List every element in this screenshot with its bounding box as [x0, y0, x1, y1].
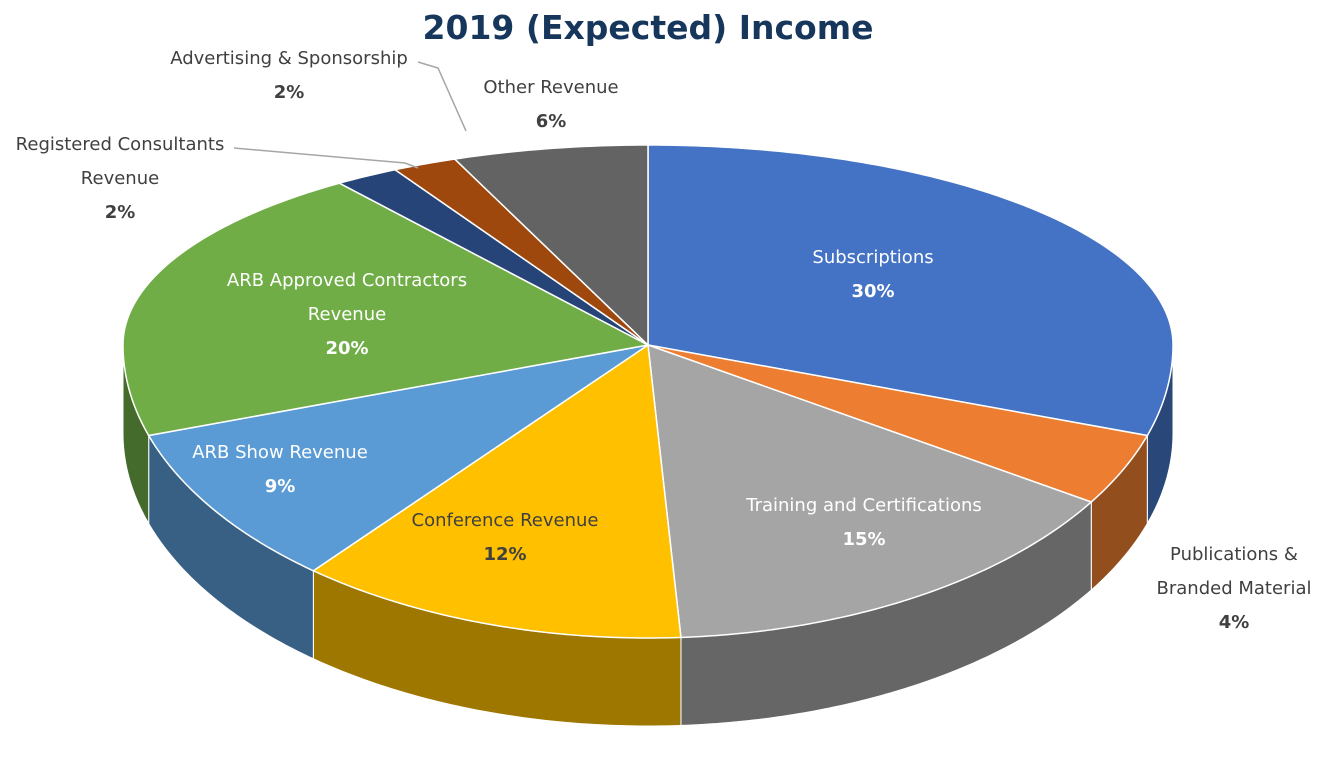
category-label: Subscriptions	[812, 247, 934, 268]
value-label: 6%	[535, 111, 567, 132]
data-label: Other Revenue 6%	[451, 71, 651, 139]
data-label: ARB Approved Contractors Revenue 20%	[207, 264, 487, 366]
slice	[311, 343, 682, 639]
slice	[647, 344, 1149, 503]
value-label: 15%	[842, 529, 886, 550]
value-label: 9%	[264, 476, 296, 497]
category-label: Conference Revenue	[411, 510, 599, 531]
category-label: Advertising & Sponsorship	[170, 48, 408, 69]
data-label: Conference Revenue 12%	[375, 504, 635, 572]
slice	[393, 158, 649, 346]
data-label: Subscriptions 30%	[773, 241, 973, 309]
category-label: Other Revenue	[483, 77, 619, 98]
leader-line	[417, 61, 467, 132]
category-label: ARB Approved Contractors Revenue	[226, 270, 468, 325]
value-label: 12%	[483, 544, 527, 565]
slice	[647, 343, 1093, 639]
slice	[147, 344, 649, 572]
value-label: 2%	[104, 202, 136, 223]
category-label: Publications & Branded Material	[1156, 544, 1312, 599]
value-label: 20%	[325, 338, 369, 359]
value-label: 2%	[273, 82, 305, 103]
category-label: Registered Consultants Revenue	[15, 134, 225, 189]
chart-title: 2019 (Expected) Income	[422, 8, 874, 47]
data-label: Advertising & Sponsorship 2%	[149, 42, 429, 110]
data-label: Registered Consultants Revenue 2%	[0, 128, 245, 230]
data-label: Publications & Branded Material 4%	[1144, 538, 1324, 640]
slice	[647, 144, 1174, 437]
value-label: 4%	[1218, 612, 1250, 633]
slice	[337, 168, 649, 346]
value-label: 30%	[851, 281, 895, 302]
slice	[453, 144, 649, 347]
data-label: Training and Certifications 15%	[714, 489, 1014, 557]
leader-line	[233, 147, 419, 169]
data-label: ARB Show Revenue 9%	[160, 436, 400, 504]
category-label: ARB Show Revenue	[192, 442, 368, 463]
slice	[122, 182, 651, 437]
category-label: Training and Certifications	[746, 495, 982, 516]
